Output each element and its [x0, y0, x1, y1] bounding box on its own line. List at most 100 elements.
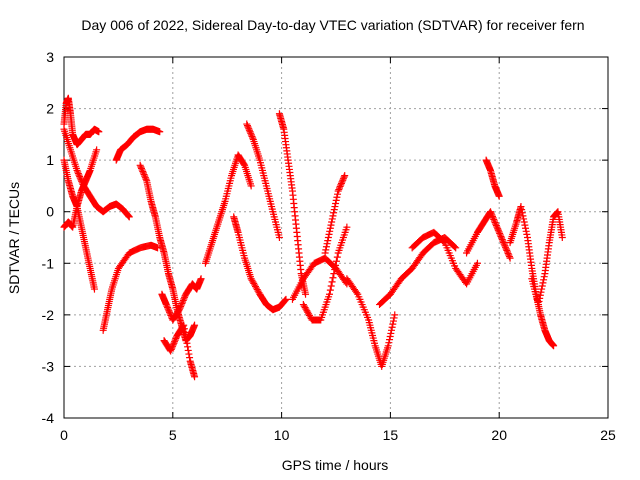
- data-point: [244, 123, 252, 131]
- data-point: [389, 320, 397, 328]
- data-point: [167, 347, 175, 355]
- data-point: [353, 289, 361, 297]
- data-point: [334, 187, 342, 195]
- data-point: [179, 296, 187, 304]
- data-point: [522, 227, 530, 235]
- data-point: [182, 332, 190, 340]
- data-point: [197, 275, 205, 283]
- data-point: [282, 295, 290, 303]
- data-point: [191, 373, 199, 381]
- data-point: [170, 339, 178, 347]
- data-point: [136, 161, 144, 169]
- data-point: [329, 212, 337, 220]
- data-point: [495, 192, 503, 200]
- series-track-s: [408, 228, 481, 288]
- data-point: [247, 129, 255, 137]
- data-point: [550, 342, 558, 350]
- data-point: [488, 212, 496, 220]
- data-point: [323, 240, 331, 248]
- data-point: [140, 171, 148, 179]
- data-point: [137, 164, 145, 172]
- data-point: [166, 310, 174, 318]
- data-point: [327, 282, 335, 290]
- x-tick-label: 25: [600, 427, 616, 443]
- x-tick-label: 10: [274, 427, 290, 443]
- data-point: [537, 288, 545, 296]
- y-tick-label: -1: [42, 255, 55, 271]
- series-track-u: [482, 156, 503, 200]
- data-point: [523, 230, 531, 238]
- data-point: [331, 265, 339, 273]
- series-track-f: [112, 125, 164, 164]
- data-point: [540, 276, 548, 284]
- data-point: [186, 354, 194, 362]
- data-point: [90, 285, 98, 293]
- data-point: [493, 223, 501, 231]
- data-point: [494, 225, 502, 233]
- series-track-a: [60, 94, 103, 149]
- data-point: [333, 253, 341, 261]
- data-point: [125, 213, 133, 221]
- data-point: [488, 211, 496, 219]
- data-point: [519, 212, 527, 220]
- data-point: [452, 244, 460, 252]
- data-point: [440, 238, 448, 246]
- data-point: [496, 231, 504, 239]
- data-point: [141, 172, 149, 180]
- data-point: [520, 218, 528, 226]
- data-point: [179, 298, 187, 306]
- data-point: [191, 321, 199, 329]
- data-point: [181, 328, 189, 336]
- data-point: [492, 220, 500, 228]
- y-tick-label: 3: [46, 49, 54, 65]
- data-point: [142, 175, 150, 183]
- data-point: [162, 301, 170, 309]
- data-point: [246, 128, 254, 136]
- data-point: [387, 326, 395, 334]
- data-point: [558, 234, 566, 241]
- series-track-m: [275, 110, 310, 298]
- data-point: [281, 297, 289, 305]
- data-point: [503, 248, 511, 256]
- data-point: [164, 304, 172, 312]
- data-point: [243, 120, 251, 128]
- data-point: [325, 290, 333, 298]
- data-point: [339, 176, 347, 184]
- data-point: [518, 209, 526, 217]
- data-point: [536, 291, 544, 299]
- data-point: [540, 273, 548, 281]
- data-point: [139, 169, 147, 177]
- data-point: [388, 323, 396, 331]
- data-point: [177, 301, 185, 309]
- data-point: [498, 236, 506, 244]
- series-track-w: [528, 208, 566, 309]
- data-point: [500, 239, 508, 247]
- data-point: [502, 243, 510, 251]
- y-tick-label: 2: [46, 101, 54, 117]
- data-point: [326, 286, 334, 294]
- data-point: [332, 261, 340, 269]
- data-point: [124, 211, 132, 219]
- data-point: [506, 254, 514, 262]
- data-point: [503, 246, 511, 254]
- data-point: [330, 270, 338, 278]
- series-track-i: [160, 321, 199, 381]
- y-axis: -4 -3 -2 -1 0 1 2 3: [42, 49, 608, 426]
- data-point: [172, 335, 180, 343]
- data-point: [167, 345, 175, 353]
- data-point: [328, 215, 336, 223]
- plot-frame: [63, 56, 609, 419]
- data-point: [490, 215, 498, 223]
- series-track-l: [243, 120, 283, 241]
- series-track-q: [343, 275, 399, 370]
- data-point: [521, 221, 529, 229]
- data-point: [332, 199, 340, 207]
- data-point: [340, 173, 348, 181]
- data-point: [535, 297, 543, 305]
- series-track-g: [136, 161, 199, 345]
- data-point: [141, 174, 149, 182]
- data-point: [504, 249, 512, 257]
- data-point: [76, 173, 84, 181]
- data-point: [164, 305, 172, 313]
- x-tick-label: 20: [491, 427, 507, 443]
